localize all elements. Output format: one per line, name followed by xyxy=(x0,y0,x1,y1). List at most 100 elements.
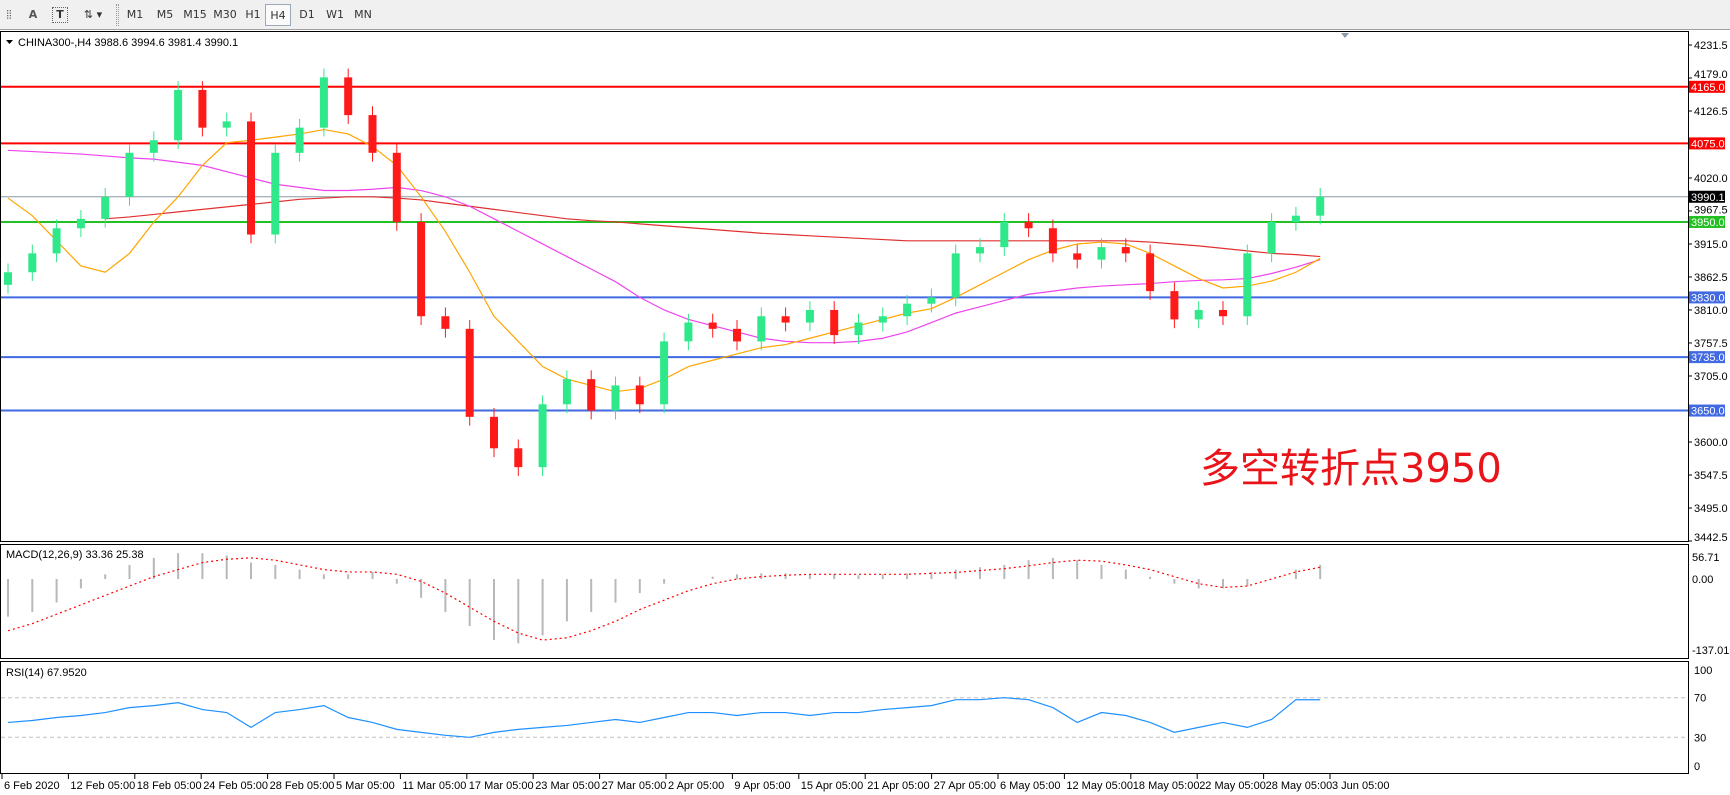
x-tick-label: 15 Apr 05:00 xyxy=(801,780,863,792)
candle-body xyxy=(951,253,960,298)
candle xyxy=(125,144,134,206)
y-tick-label: 3547.5 xyxy=(1694,470,1728,482)
candle-body xyxy=(757,316,766,342)
ma-mid-line xyxy=(7,149,1321,344)
text-label-icon[interactable]: T xyxy=(50,4,70,26)
candle-body xyxy=(295,127,304,153)
y-tick-label: 3915.0 xyxy=(1694,239,1728,251)
text-tool-button[interactable]: A xyxy=(28,8,38,21)
x-tick-label: 2 Apr 05:00 xyxy=(668,780,724,792)
rsi-tick-label: 30 xyxy=(1694,732,1706,744)
candle xyxy=(1097,238,1106,269)
candle-body xyxy=(149,140,158,153)
candle-body xyxy=(635,385,644,405)
main-panel xyxy=(0,31,1689,542)
candle-body xyxy=(1000,221,1009,248)
candle xyxy=(1121,238,1130,263)
macd-label: MACD(12,26,9) 33.36 25.38 xyxy=(6,549,144,561)
arrows-icon[interactable]: ⇅ ▾ xyxy=(83,8,103,21)
x-tick-label: 22 May 05:00 xyxy=(1199,780,1266,792)
timeframe-m5[interactable]: M5 xyxy=(156,8,174,21)
candle-body xyxy=(319,77,328,128)
macd-panel xyxy=(0,544,1689,659)
timeframe-d1[interactable]: D1 xyxy=(299,8,315,21)
y-tick-label: 3862.5 xyxy=(1694,272,1728,284)
chart-shift-marker xyxy=(1341,33,1349,38)
candle xyxy=(976,238,984,263)
level-price-label: 4165.0 xyxy=(1691,82,1725,94)
candle xyxy=(392,144,401,231)
grid-icon[interactable]: ⣿ xyxy=(5,10,13,20)
level-price-badge xyxy=(1689,291,1725,304)
candle xyxy=(417,213,426,326)
chart-header: CHINA300-,H4 3988.6 3994.6 3981.4 3990.1 xyxy=(18,37,238,49)
candle xyxy=(222,112,231,137)
candle-body xyxy=(1291,215,1300,222)
candle xyxy=(1073,244,1082,269)
candle-body xyxy=(684,322,693,342)
x-tick-label: 23 Mar 05:00 xyxy=(535,780,600,792)
x-tick-label: 17 Mar 05:00 xyxy=(469,780,534,792)
candle xyxy=(684,313,693,351)
candle-body xyxy=(222,121,231,128)
candle-body xyxy=(4,272,12,285)
candle xyxy=(1316,188,1325,225)
macd-tick-label: -137.01 xyxy=(1692,645,1729,657)
candle xyxy=(708,313,717,338)
timeframe-m30[interactable]: M30 xyxy=(213,8,237,21)
candle xyxy=(1219,301,1227,326)
level-price-label: 3735.0 xyxy=(1691,352,1725,364)
timeframe-w1[interactable]: W1 xyxy=(326,8,344,21)
candle-body xyxy=(1097,247,1106,260)
candle-body xyxy=(52,228,61,254)
rsi-tick-label: 70 xyxy=(1694,693,1706,705)
candle xyxy=(1194,301,1203,329)
rsi-tick-label: 100 xyxy=(1694,665,1712,677)
candle-body xyxy=(1073,253,1082,260)
timeframe-mn[interactable]: MN xyxy=(354,8,372,21)
candle-body xyxy=(781,316,790,323)
candle-body xyxy=(247,121,255,235)
x-tick-label: 27 Apr 05:00 xyxy=(934,780,996,792)
candle-body xyxy=(538,404,547,468)
candle-body xyxy=(562,379,571,405)
x-tick-label: 24 Feb 05:00 xyxy=(203,780,268,792)
candle xyxy=(465,320,474,426)
candle xyxy=(368,106,377,162)
timeframe-m15[interactable]: M15 xyxy=(183,8,207,21)
candle-body xyxy=(805,309,814,323)
candle-body xyxy=(854,322,863,336)
candle xyxy=(878,307,887,332)
timeframe-h1[interactable]: H1 xyxy=(245,8,261,21)
rsi-tick-label: 0 xyxy=(1694,761,1700,773)
candle-body xyxy=(1048,228,1057,254)
candle-body xyxy=(1316,196,1325,216)
candle xyxy=(1267,213,1276,263)
x-tick-label: 3 Jun 05:00 xyxy=(1332,780,1390,792)
x-tick-label: 9 Apr 05:00 xyxy=(734,780,790,792)
candle-body xyxy=(1170,291,1179,320)
y-tick-label: 3967.5 xyxy=(1694,204,1728,216)
candle-body xyxy=(903,303,912,317)
candle-body xyxy=(368,115,377,153)
x-tick-label: 12 May 05:00 xyxy=(1066,780,1133,792)
candle-body xyxy=(198,89,207,128)
candle-body xyxy=(174,89,183,141)
candle-body xyxy=(878,316,887,323)
candle xyxy=(149,131,158,162)
x-tick-label: 18 Feb 05:00 xyxy=(137,780,202,792)
macd-tick-label: 56.71 xyxy=(1692,552,1720,564)
timeframe-h4[interactable]: H4 xyxy=(265,4,291,26)
candle xyxy=(587,370,596,420)
level-price-badge xyxy=(1689,80,1725,93)
candle xyxy=(247,112,255,244)
collapse-triangle-icon xyxy=(6,40,13,44)
candle xyxy=(611,376,620,420)
x-tick-label: 28 May 05:00 xyxy=(1266,780,1333,792)
candle-body xyxy=(490,416,498,449)
level-price-badge xyxy=(1689,190,1725,203)
timeframe-m1[interactable]: M1 xyxy=(126,8,144,21)
candle xyxy=(344,68,353,124)
candle xyxy=(757,307,766,351)
